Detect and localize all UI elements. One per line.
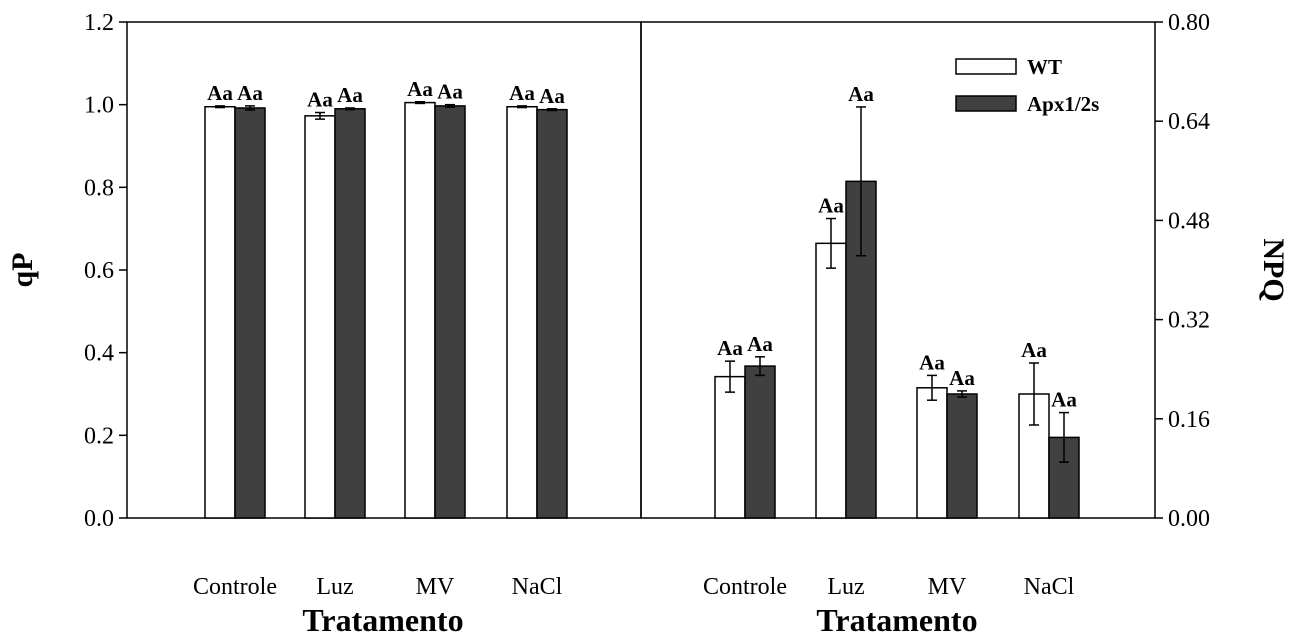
left-y-tick-label: 0.8 [84, 175, 114, 201]
category-label: MV [928, 574, 967, 600]
significance-label: Aa [539, 84, 565, 108]
significance-label: Aa [407, 77, 433, 101]
error-bars-layer [215, 101, 1069, 463]
left-y-axis-title: qP [6, 252, 39, 287]
category-label: MV [416, 574, 455, 600]
bar-apx [434, 105, 466, 519]
right-x-axis-title: Tratamento [816, 602, 977, 638]
significance-label: Aa [207, 81, 233, 105]
significance-label: Aa [717, 336, 743, 360]
right-y-axis: 0.00 0.16 0.32 0.48 0.64 0.80 [1155, 10, 1210, 532]
left-y-tick-label: 0.4 [84, 341, 114, 367]
significance-label: Aa [337, 83, 363, 107]
bar-apx [334, 108, 366, 519]
category-label: Luz [827, 574, 864, 600]
bar-wt [916, 387, 948, 519]
left-x-axis-title: Tratamento [302, 602, 463, 638]
right-y-tick-label: 0.00 [1168, 506, 1210, 532]
right-y-tick-label: 0.32 [1168, 308, 1210, 334]
right-y-tick-label: 0.64 [1168, 109, 1210, 135]
right-y-axis-title: NPQ [1257, 238, 1290, 301]
category-label: NaCl [1024, 574, 1075, 600]
bar-apx [946, 393, 978, 519]
category-label: NaCl [512, 574, 563, 600]
significance-label: Aa [307, 88, 333, 112]
left-y-axis: 0.0 0.2 0.4 0.6 0.8 1.0 1.2 [84, 10, 127, 532]
bar-apx [744, 365, 776, 519]
bar-wt [815, 242, 847, 519]
significance-label: Aa [848, 82, 874, 106]
right-y-tick-label: 0.80 [1168, 10, 1210, 36]
left-y-tick-label: 0.2 [84, 423, 114, 449]
significance-label: Aa [919, 350, 945, 374]
left-y-tick-label: 1.2 [84, 10, 114, 36]
right-y-tick-label: 0.16 [1168, 407, 1210, 433]
significance-label: Aa [437, 80, 463, 104]
significance-label: Aa [949, 366, 975, 390]
category-label: Controle [193, 574, 277, 600]
bar-wt [404, 101, 436, 519]
right-plot-frame [640, 21, 1156, 519]
category-label: Controle [703, 574, 787, 600]
significance-label: Aa [1021, 338, 1047, 362]
left-y-tick-label: 0.6 [84, 258, 114, 284]
significance-label: Aa [509, 81, 535, 105]
left-y-tick-label: 1.0 [84, 93, 114, 119]
bar-wt [204, 105, 236, 519]
right-y-tick-label: 0.48 [1168, 208, 1210, 234]
legend: WT Apx1/2s [955, 55, 1099, 116]
bar-apx [536, 108, 568, 519]
significance-label: Aa [237, 81, 263, 105]
significance-label: Aa [818, 194, 844, 218]
legend-swatch-apx [955, 95, 1017, 112]
significance-label: Aa [1051, 388, 1077, 412]
bar-apx [234, 107, 266, 519]
left-y-tick-label: 0.0 [84, 506, 114, 532]
bar-wt [304, 115, 336, 519]
bars-layer [204, 101, 1080, 519]
legend-swatch-wt [955, 58, 1017, 75]
significance-label: Aa [747, 332, 773, 356]
category-label: Luz [316, 574, 353, 600]
bar-wt [506, 105, 538, 519]
category-labels-layer: Controle Luz MV NaCl Controle Luz MV NaCl [193, 574, 1075, 600]
legend-label-wt: WT [1027, 55, 1062, 79]
legend-label-apx: Apx1/2s [1027, 92, 1099, 116]
bar-wt [714, 375, 746, 519]
